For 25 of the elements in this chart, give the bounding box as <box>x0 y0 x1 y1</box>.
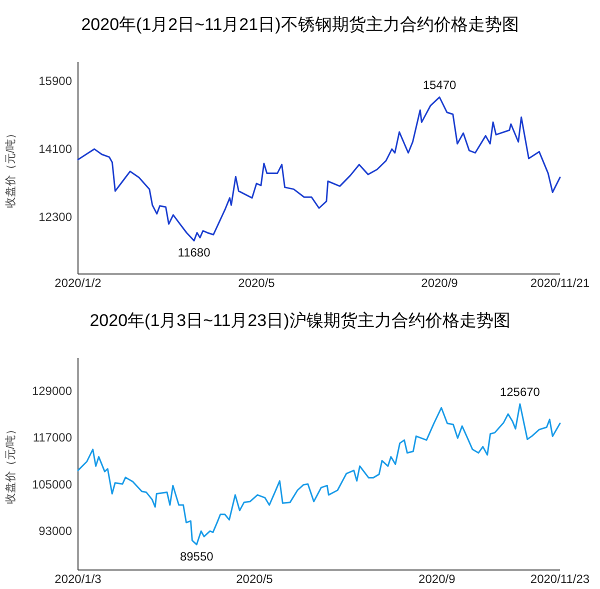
x-tick-label: 2020/9 <box>418 572 456 586</box>
y-axis-title: 收盘价（元/吨） <box>4 128 17 208</box>
y-tick-label: 117000 <box>32 430 72 445</box>
y-tick-label: 129000 <box>32 384 72 398</box>
x-tick-label: 2020/9 <box>421 276 458 290</box>
y-tick-label: 15900 <box>38 74 72 88</box>
y-tick-label: 93000 <box>38 524 72 538</box>
x-tick-label: 2020/11/21 <box>530 276 590 290</box>
x-tick-label: 2020/11/23 <box>530 572 590 586</box>
y-tick-label: 12300 <box>38 210 72 224</box>
annotation: 89550 <box>180 550 214 564</box>
annotation: 125670 <box>500 385 540 400</box>
x-tick-label: 2020/1/3 <box>54 572 102 586</box>
y-tick-label: 14100 <box>38 142 72 156</box>
x-tick-label: 2020/1/2 <box>54 276 102 290</box>
line-series <box>77 403 561 546</box>
y-axis-title: 收盘价（元/吨） <box>4 424 17 504</box>
annotation: 11680 <box>178 246 211 260</box>
line-series <box>77 96 561 242</box>
x-tick-label: 2020/5 <box>236 572 274 586</box>
annotation: 15470 <box>422 78 457 92</box>
chart-title: 2020年(1月3日~11月23日)沪镍期货主力合约价格走势图 <box>90 311 510 330</box>
y-tick-label: 105000 <box>32 477 72 492</box>
chart-title: 2020年(1月2日~11月21日)不锈钢期货主力合约价格走势图 <box>81 15 519 34</box>
x-tick-label: 2020/5 <box>238 276 276 290</box>
